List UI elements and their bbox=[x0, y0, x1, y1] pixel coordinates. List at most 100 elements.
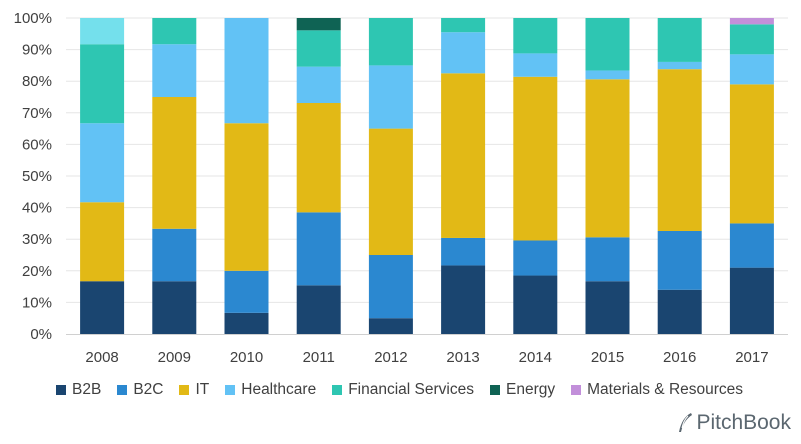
x-tick-label: 2013 bbox=[446, 349, 479, 366]
bar-segment-it bbox=[657, 69, 702, 231]
bar-segment-financial-services bbox=[441, 18, 486, 33]
bar-stack-2014 bbox=[513, 18, 558, 334]
legend-item: Materials & Resources bbox=[571, 381, 743, 399]
bar-segment-b2b bbox=[513, 275, 558, 334]
legend-label: Financial Services bbox=[348, 381, 474, 398]
legend-swatch bbox=[179, 385, 190, 395]
bar-segment-healthcare bbox=[368, 65, 413, 129]
x-tick-label: 2016 bbox=[663, 349, 696, 366]
bar-segment-healthcare bbox=[80, 123, 125, 203]
x-tick-label: 2014 bbox=[519, 349, 552, 366]
bar-segment-b2c bbox=[585, 237, 630, 282]
y-tick-label: 70% bbox=[22, 105, 52, 122]
bar-stack-2016 bbox=[657, 18, 702, 334]
x-tick-label: 2008 bbox=[85, 349, 118, 366]
bar-segment-it bbox=[152, 97, 197, 229]
bar-segment-unlabeled bbox=[80, 18, 125, 45]
y-tick-label: 40% bbox=[22, 200, 52, 217]
legend: B2B B2C IT Healthcare Financial Services Ener… bbox=[56, 381, 759, 399]
bar-segment-it bbox=[513, 76, 558, 241]
bar-stacks bbox=[80, 18, 774, 334]
legend-swatch bbox=[117, 385, 128, 395]
bar-segment-it bbox=[224, 123, 269, 271]
bar-segment-financial-services bbox=[80, 44, 125, 124]
bar-segment-it bbox=[296, 103, 341, 213]
bar-segment-it bbox=[368, 128, 413, 255]
legend-label: IT bbox=[195, 381, 210, 398]
bar-segment-healthcare bbox=[585, 70, 630, 80]
bar-segment-healthcare bbox=[296, 66, 341, 104]
bar-segment-b2b bbox=[80, 281, 125, 334]
y-axis-tick-labels: 0% 10% 20% 30% 40% 50% 60% 70% 80% 90% 100% bbox=[14, 10, 52, 343]
legend-label: Materials & Resources bbox=[587, 381, 744, 398]
bar-stack-2008 bbox=[80, 18, 125, 334]
brand-name: PitchBook bbox=[696, 411, 791, 434]
bar-segment-financial-services bbox=[296, 30, 341, 67]
bar-stack-2017 bbox=[729, 18, 774, 334]
legend-swatch bbox=[332, 385, 343, 395]
bar-segment-financial-services bbox=[657, 18, 702, 62]
bar-segment-healthcare bbox=[513, 53, 558, 77]
bar-segment-materials-resources bbox=[729, 18, 774, 25]
legend-item: B2B bbox=[56, 381, 101, 399]
stacked-bar-chart: 0%10%20%30%40%50%60%70%80%90%100% 2008 20… bbox=[14, 10, 788, 366]
legend-swatch bbox=[56, 385, 66, 395]
bar-segment-financial-services bbox=[152, 18, 197, 45]
bar-segment-b2c bbox=[152, 228, 197, 282]
bar-segment-healthcare bbox=[729, 54, 774, 85]
y-tick-label: 0% bbox=[30, 326, 52, 343]
legend-label: Energy bbox=[506, 381, 556, 398]
bar-segment-b2c bbox=[729, 223, 774, 268]
bar-segment-b2b bbox=[368, 318, 413, 334]
y-tick-label: 50% bbox=[22, 168, 52, 185]
bar-stack-2012 bbox=[368, 18, 413, 334]
legend-swatch bbox=[225, 385, 236, 395]
bar-segment-healthcare bbox=[441, 32, 486, 74]
y-tick-label: 60% bbox=[22, 136, 52, 153]
bar-segment-financial-services bbox=[513, 18, 558, 54]
bar-segment-b2c bbox=[368, 255, 413, 319]
bar-segment-financial-services bbox=[585, 18, 630, 71]
pitchbook-logo: PitchBook bbox=[677, 411, 791, 435]
y-tick-label: 80% bbox=[22, 73, 52, 90]
bar-segment-b2b bbox=[441, 265, 486, 334]
y-tick-label: 20% bbox=[22, 263, 52, 280]
legend-label: B2C bbox=[133, 381, 164, 398]
bar-segment-b2b bbox=[657, 289, 702, 334]
x-tick-label: 2009 bbox=[158, 349, 191, 366]
bar-segment-b2c bbox=[224, 270, 269, 313]
bar-segment-b2b bbox=[729, 267, 774, 334]
y-tick-label: 100% bbox=[14, 10, 52, 27]
bar-segment-it bbox=[441, 73, 486, 238]
bar-segment-it bbox=[585, 79, 630, 238]
bar-stack-2009 bbox=[152, 18, 197, 334]
bar-segment-b2c bbox=[441, 237, 486, 266]
x-axis-tick-labels: 2008 2009 2010 2011 2012 2013 2014 2015 2016 2017 bbox=[85, 349, 768, 366]
legend-swatch bbox=[571, 385, 582, 395]
y-tick-label: 30% bbox=[22, 231, 52, 248]
legend-label: Healthcare bbox=[241, 381, 317, 398]
bar-segment-financial-services bbox=[368, 18, 413, 66]
bar-segment-b2c bbox=[296, 212, 341, 286]
bar-segment-healthcare bbox=[657, 61, 702, 70]
bar-segment-b2b bbox=[296, 285, 341, 334]
bar-segment-b2b bbox=[152, 281, 197, 334]
bar-segment-b2c bbox=[513, 240, 558, 276]
legend-item: IT bbox=[179, 381, 209, 399]
pitchbook-quill-icon bbox=[679, 413, 693, 432]
legend-label: B2B bbox=[72, 381, 102, 398]
bar-segment-b2b bbox=[224, 312, 269, 334]
bar-segment-financial-services bbox=[729, 24, 774, 55]
x-tick-label: 2012 bbox=[374, 349, 407, 366]
legend-item: Energy bbox=[490, 381, 555, 399]
x-tick-label: 2017 bbox=[735, 349, 768, 366]
bar-segment-healthcare bbox=[224, 18, 269, 124]
x-tick-label: 2010 bbox=[230, 349, 263, 366]
bar-segment-energy bbox=[296, 18, 341, 31]
bar-stack-2015 bbox=[585, 18, 630, 334]
bar-segment-b2c bbox=[657, 230, 702, 290]
y-tick-label: 90% bbox=[22, 42, 52, 59]
bar-segment-b2b bbox=[585, 281, 630, 334]
x-tick-label: 2011 bbox=[303, 349, 335, 366]
bar-segment-healthcare bbox=[152, 44, 197, 97]
